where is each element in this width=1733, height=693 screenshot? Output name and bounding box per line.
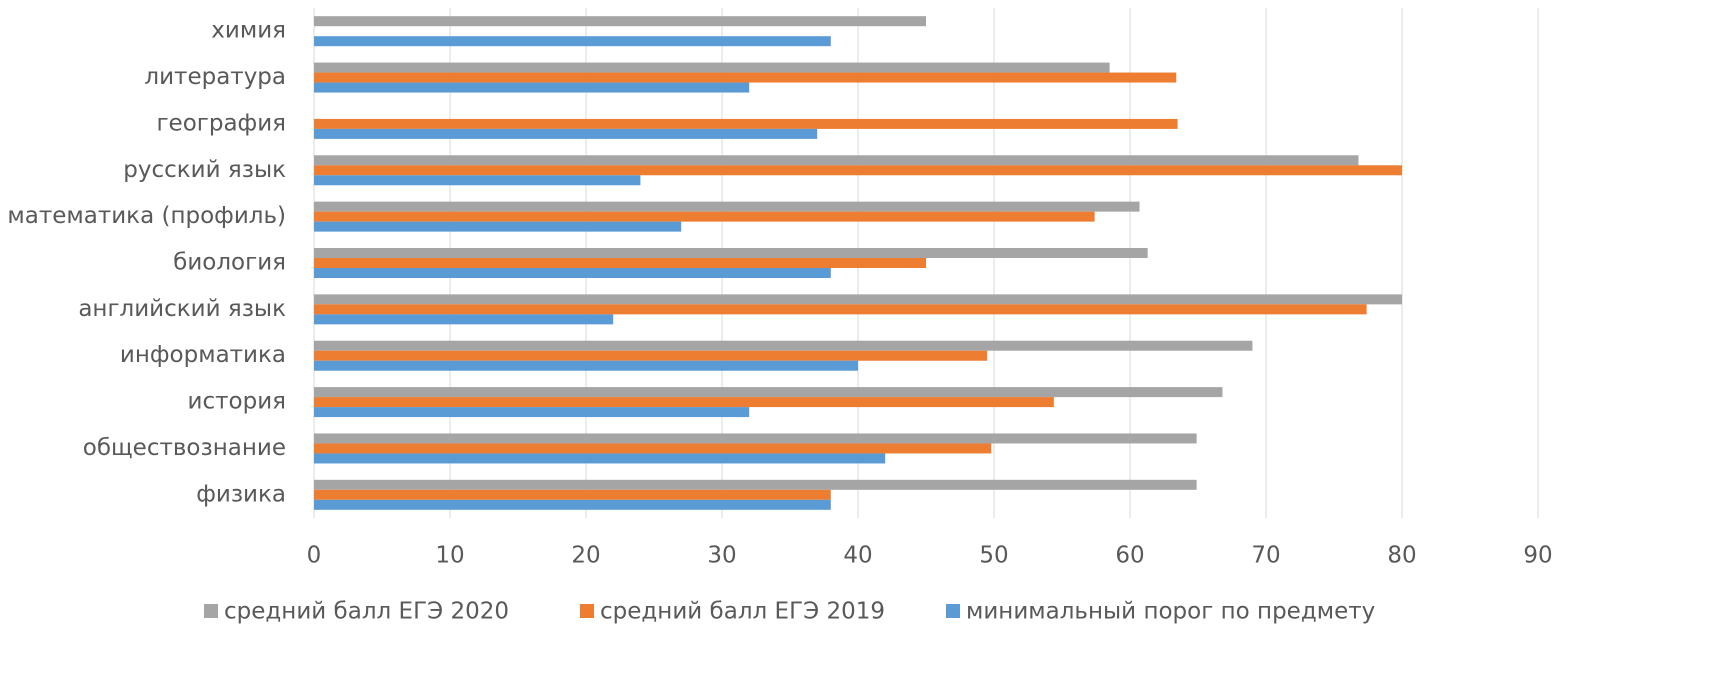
bar bbox=[314, 433, 1197, 444]
bar bbox=[314, 387, 1223, 398]
x-tick-label: 90 bbox=[1523, 543, 1552, 569]
bar bbox=[314, 499, 831, 510]
legend-swatch bbox=[580, 604, 594, 618]
x-tick-label: 0 bbox=[307, 543, 322, 569]
bar bbox=[314, 248, 1148, 258]
x-tick-label: 10 bbox=[435, 543, 464, 569]
bar bbox=[314, 82, 750, 93]
x-tick-label: 60 bbox=[1115, 543, 1144, 569]
bar bbox=[314, 155, 1359, 166]
y-tick-label: география bbox=[156, 110, 286, 136]
legend-swatch bbox=[204, 604, 218, 618]
y-tick-label: обществознание bbox=[83, 435, 286, 461]
bar bbox=[314, 211, 1095, 222]
y-tick-label: литература bbox=[144, 64, 286, 90]
x-tick-label: 30 bbox=[707, 543, 736, 569]
y-tick-label: физика bbox=[196, 481, 286, 507]
bar bbox=[314, 62, 1110, 73]
bar bbox=[314, 221, 682, 232]
bar bbox=[314, 397, 1054, 408]
bar bbox=[314, 128, 818, 139]
y-tick-label: математика (профиль) bbox=[7, 203, 286, 229]
x-tick-label: 20 bbox=[571, 543, 600, 569]
x-tick-label: 80 bbox=[1387, 543, 1416, 569]
bar bbox=[314, 165, 1402, 176]
y-tick-label: русский язык bbox=[123, 157, 286, 183]
x-tick-label: 50 bbox=[979, 543, 1008, 569]
bar bbox=[314, 268, 831, 278]
bar bbox=[314, 294, 1402, 305]
y-tick-label: биология bbox=[173, 250, 286, 276]
bar bbox=[314, 72, 1177, 83]
y-tick-label: история bbox=[188, 389, 286, 415]
bar bbox=[314, 407, 750, 418]
legend-label: средний балл ЕГЭ 2019 bbox=[600, 599, 885, 625]
bar bbox=[314, 340, 1253, 351]
bar bbox=[314, 360, 858, 371]
x-tick-label: 70 bbox=[1251, 543, 1280, 569]
legend-label: минимальный порог по предмету bbox=[966, 599, 1375, 625]
bar bbox=[314, 453, 886, 464]
legend-label: средний балл ЕГЭ 2020 bbox=[224, 599, 509, 625]
y-tick-label: химия bbox=[211, 18, 286, 44]
bar bbox=[314, 479, 1197, 490]
bar bbox=[314, 350, 988, 361]
bar bbox=[314, 489, 831, 500]
y-tick-label: английский язык bbox=[78, 296, 286, 322]
bar bbox=[314, 304, 1367, 315]
bar bbox=[314, 258, 926, 268]
bar bbox=[314, 443, 992, 454]
bar bbox=[314, 118, 1178, 129]
bar bbox=[314, 16, 926, 27]
bar bbox=[314, 201, 1140, 212]
bar bbox=[314, 175, 641, 186]
y-tick-label: информатика bbox=[120, 342, 286, 368]
x-tick-label: 40 bbox=[843, 543, 872, 569]
bar bbox=[314, 36, 831, 47]
bar bbox=[314, 314, 614, 325]
legend-swatch bbox=[946, 604, 960, 618]
